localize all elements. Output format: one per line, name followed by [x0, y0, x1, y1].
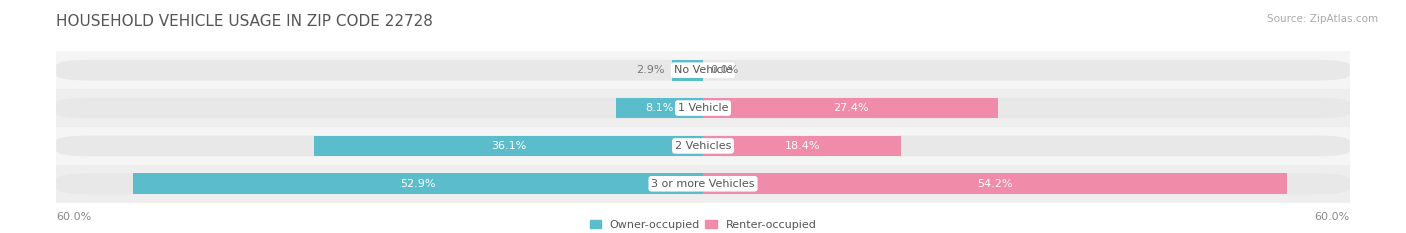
Bar	[703, 173, 1288, 194]
Text: 3 or more Vehicles: 3 or more Vehicles	[651, 179, 755, 189]
Bar	[56, 165, 1350, 203]
Bar	[56, 127, 1350, 165]
Text: 2 Vehicles: 2 Vehicles	[675, 141, 731, 151]
Text: 54.2%: 54.2%	[977, 179, 1012, 189]
Text: 27.4%: 27.4%	[832, 103, 869, 113]
Text: 2.9%: 2.9%	[636, 65, 665, 75]
Text: 36.1%: 36.1%	[491, 141, 526, 151]
Text: No Vehicle: No Vehicle	[673, 65, 733, 75]
Bar	[616, 98, 703, 118]
Text: 60.0%: 60.0%	[1315, 212, 1350, 222]
Bar	[672, 60, 703, 81]
FancyBboxPatch shape	[56, 60, 1350, 81]
Bar	[703, 136, 901, 156]
FancyBboxPatch shape	[56, 98, 1350, 118]
Text: Source: ZipAtlas.com: Source: ZipAtlas.com	[1267, 14, 1378, 24]
Text: 18.4%: 18.4%	[785, 141, 820, 151]
Text: 1 Vehicle: 1 Vehicle	[678, 103, 728, 113]
Text: 0.0%: 0.0%	[710, 65, 738, 75]
Text: 8.1%: 8.1%	[645, 103, 673, 113]
Bar	[132, 173, 703, 194]
FancyBboxPatch shape	[56, 136, 1350, 156]
Bar	[314, 136, 703, 156]
Legend: Owner-occupied, Renter-occupied: Owner-occupied, Renter-occupied	[589, 220, 817, 230]
Bar	[703, 98, 998, 118]
Text: 52.9%: 52.9%	[401, 179, 436, 189]
Text: HOUSEHOLD VEHICLE USAGE IN ZIP CODE 22728: HOUSEHOLD VEHICLE USAGE IN ZIP CODE 2272…	[56, 14, 433, 29]
Text: 60.0%: 60.0%	[56, 212, 91, 222]
Bar	[56, 51, 1350, 89]
Bar	[56, 89, 1350, 127]
FancyBboxPatch shape	[56, 173, 1350, 194]
